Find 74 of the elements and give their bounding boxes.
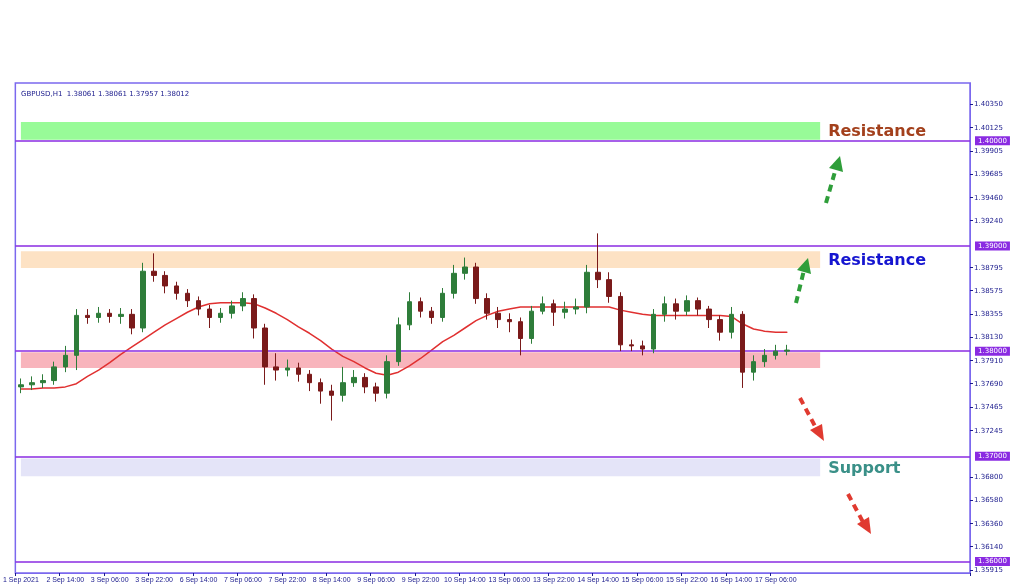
candlestick: [285, 359, 290, 377]
candlestick: [429, 306, 434, 325]
candlestick: [118, 307, 124, 325]
candlestick: [618, 291, 623, 352]
candlestick: [695, 297, 701, 316]
candlestick: [706, 305, 712, 329]
candlestick: [74, 308, 79, 371]
candlestick: [207, 304, 212, 329]
candlestick: [640, 340, 645, 356]
candlestick: [262, 323, 268, 386]
candlestick: [18, 377, 24, 394]
candlestick: [451, 264, 457, 300]
candlestick: [773, 344, 778, 361]
candlestick: [107, 308, 112, 324]
candlestick: [307, 369, 312, 392]
candlestick: [717, 314, 723, 342]
candlestick: [573, 298, 579, 315]
candlestick: [751, 354, 756, 382]
candlestick: [540, 295, 545, 315]
candlestick: [629, 339, 634, 352]
candlestick: [273, 352, 279, 382]
candlestick: [407, 291, 412, 331]
candlestick: [162, 270, 168, 294]
candlestick: [340, 366, 346, 403]
candlestick: [218, 307, 223, 324]
candlestick: [296, 362, 301, 383]
candlestick: [329, 384, 334, 422]
line-series: [20, 302, 788, 390]
candlestick: [606, 271, 612, 304]
candlestick: [562, 301, 568, 320]
candlestick: [418, 297, 423, 318]
candlestick: [229, 300, 235, 320]
candlestick: [51, 361, 57, 386]
candlestick: [351, 369, 357, 388]
candlestick: [595, 232, 601, 289]
candlestick: [396, 316, 401, 367]
candlestick: [507, 312, 512, 333]
candlestick: [29, 375, 35, 391]
candlestick: [318, 377, 323, 405]
candlestick: [63, 345, 68, 373]
candlestick: [551, 299, 556, 327]
band-label: Resistance: [828, 121, 927, 141]
candlestick: [185, 288, 190, 308]
candlestick: [462, 257, 468, 281]
candlestick: [174, 281, 179, 301]
candlestick: [240, 291, 246, 312]
candlestick: [495, 306, 501, 329]
candlestick: [762, 348, 767, 368]
candlestick: [518, 316, 523, 356]
candlestick: [729, 306, 734, 340]
candlestick: [484, 292, 490, 321]
candlestick: [651, 308, 656, 354]
candlestick: [473, 262, 479, 305]
candlestick: [440, 287, 445, 323]
candlestick: [151, 252, 157, 283]
band-label: Support: [828, 457, 901, 477]
candlestick: [673, 298, 679, 321]
candlestick: [373, 382, 379, 403]
candlestick: [40, 373, 46, 389]
candlestick: [196, 295, 201, 316]
candlestick: [529, 305, 534, 345]
candlestick: [584, 264, 590, 314]
candlestick: [362, 372, 368, 394]
candlestick: [129, 308, 135, 335]
candlestick: [384, 354, 390, 399]
candlestick: [96, 306, 101, 324]
candlestick: [251, 293, 257, 340]
candlestick: [740, 310, 745, 389]
candlestick: [140, 262, 146, 333]
candlestick: [85, 308, 90, 325]
band-label: Resistance: [828, 250, 927, 270]
candlestick: [662, 295, 667, 323]
candlestick: [784, 344, 790, 356]
candlestick: [684, 294, 690, 316]
